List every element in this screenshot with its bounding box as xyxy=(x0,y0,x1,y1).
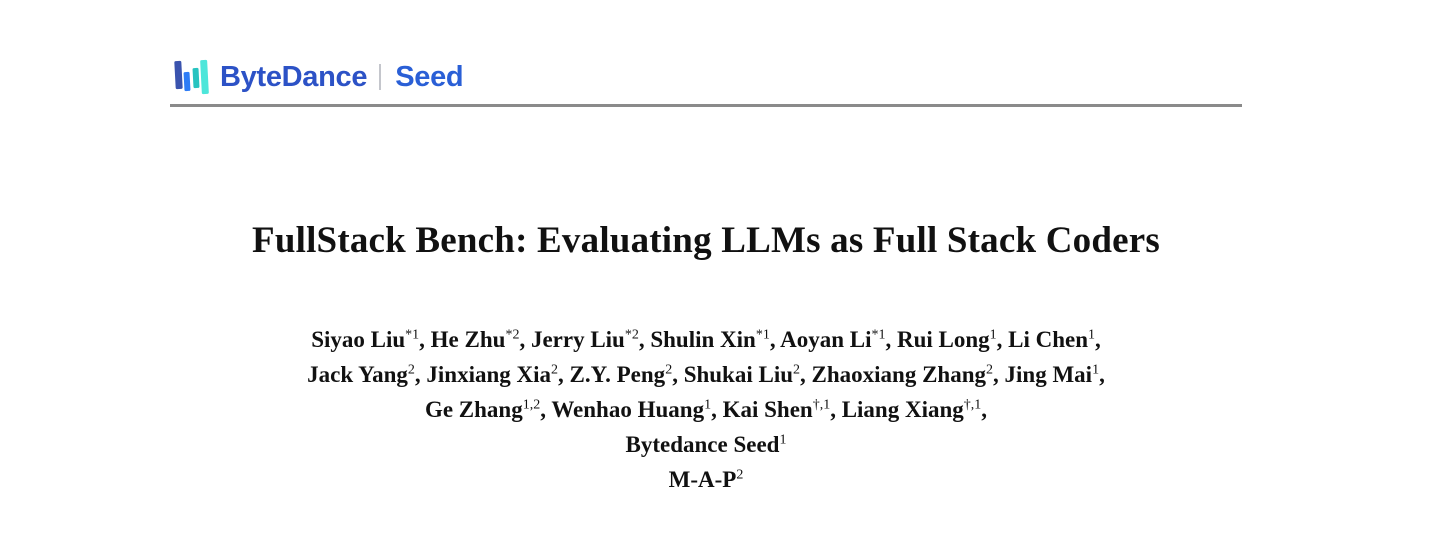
authors-block: Siyao Liu*1, He Zhu*2, Jerry Liu*2, Shul… xyxy=(134,322,1278,497)
author-separator: , xyxy=(540,397,552,422)
author-separator: , xyxy=(414,362,427,387)
author-superscript: 2 xyxy=(407,362,415,378)
author-superscript: *1 xyxy=(405,327,420,343)
author-superscript: 2 xyxy=(986,362,994,378)
author-name: Jerry Liu xyxy=(530,327,625,352)
author-name: Rui Long xyxy=(896,327,990,352)
brand-name-bytedance: ByteDance xyxy=(220,60,368,93)
author-line: Siyao Liu*1, He Zhu*2, Jerry Liu*2, Shul… xyxy=(134,322,1278,357)
author-name: Zhaoxiang Zhang xyxy=(811,362,987,387)
author-separator: , xyxy=(769,327,781,352)
logo-bar-icon xyxy=(174,60,183,90)
author-name: Wenhao Huang xyxy=(551,397,705,422)
author-line: Ge Zhang1,2, Wenhao Huang1, Kai Shen†,1,… xyxy=(134,392,1278,427)
author-name: Aoyan Li xyxy=(780,327,872,352)
author-superscript: 2 xyxy=(551,362,559,378)
author-line: Jack Yang2, Jinxiang Xia2, Z.Y. Peng2, S… xyxy=(134,357,1278,392)
author-superscript: *2 xyxy=(505,327,520,343)
author-name: Z.Y. Peng xyxy=(569,362,666,387)
author-separator: , xyxy=(1099,362,1105,387)
author-separator: , xyxy=(519,327,531,352)
author-separator: , xyxy=(419,327,431,352)
author-name: Li Chen xyxy=(1008,327,1089,352)
brand-header: ByteDance Seed xyxy=(174,58,464,96)
author-separator: , xyxy=(981,397,988,422)
affiliation-line: Bytedance Seed1 xyxy=(134,427,1278,462)
affiliation-line: M-A-P2 xyxy=(134,462,1278,497)
paper-title: FullStack Bench: Evaluating LLMs as Full… xyxy=(252,220,1160,261)
author-name: Jing Mai xyxy=(1004,362,1093,387)
author-name: Siyao Liu xyxy=(311,327,406,352)
author-name: M-A-P xyxy=(668,467,737,492)
author-separator: , xyxy=(993,362,1005,387)
brand-name-seed: Seed xyxy=(395,60,464,93)
author-separator: , xyxy=(558,362,570,387)
author-separator: , xyxy=(672,362,684,387)
author-name: Shukai Liu xyxy=(683,362,794,387)
author-superscript: †,1 xyxy=(963,397,982,413)
author-superscript: *1 xyxy=(871,327,886,343)
brand-divider xyxy=(379,64,382,90)
logo-bar-icon xyxy=(200,59,209,95)
author-separator: , xyxy=(830,397,842,422)
author-superscript: 2 xyxy=(665,362,673,378)
author-superscript: 1 xyxy=(1088,327,1096,343)
author-superscript: 1 xyxy=(989,327,997,343)
author-separator: , xyxy=(996,327,1009,352)
author-separator: , xyxy=(885,327,897,352)
author-separator: , xyxy=(800,362,812,387)
author-name: He Zhu xyxy=(430,327,506,352)
author-superscript: 2 xyxy=(736,467,744,483)
author-separator: , xyxy=(1095,327,1101,352)
author-superscript: †,1 xyxy=(812,397,831,413)
author-lines: Siyao Liu*1, He Zhu*2, Jerry Liu*2, Shul… xyxy=(134,322,1278,427)
author-name: Ge Zhang xyxy=(424,397,523,422)
author-name: Liang Xiang xyxy=(841,397,964,422)
logo-bar-icon xyxy=(183,71,191,92)
author-superscript: 1 xyxy=(1092,362,1100,378)
author-separator: , xyxy=(711,397,723,422)
author-name: Jinxiang Xia xyxy=(426,362,552,387)
author-name: Kai Shen xyxy=(722,397,813,422)
author-name: Jack Yang xyxy=(307,362,408,387)
author-superscript: 2 xyxy=(793,362,801,378)
author-name: Bytedance Seed xyxy=(625,432,780,457)
logo-bar-icon xyxy=(192,67,200,89)
author-superscript: *1 xyxy=(755,327,770,343)
author-superscript: 1,2 xyxy=(522,397,541,413)
author-name: Shulin Xin xyxy=(650,327,756,352)
header-rule xyxy=(170,104,1242,107)
author-superscript: *2 xyxy=(624,327,639,343)
bytedance-logo-icon xyxy=(174,59,209,95)
author-superscript: 1 xyxy=(704,397,712,413)
author-separator: , xyxy=(638,327,651,352)
affiliations-block: Bytedance Seed1 M-A-P2 xyxy=(134,427,1278,497)
author-superscript: 1 xyxy=(779,432,787,448)
